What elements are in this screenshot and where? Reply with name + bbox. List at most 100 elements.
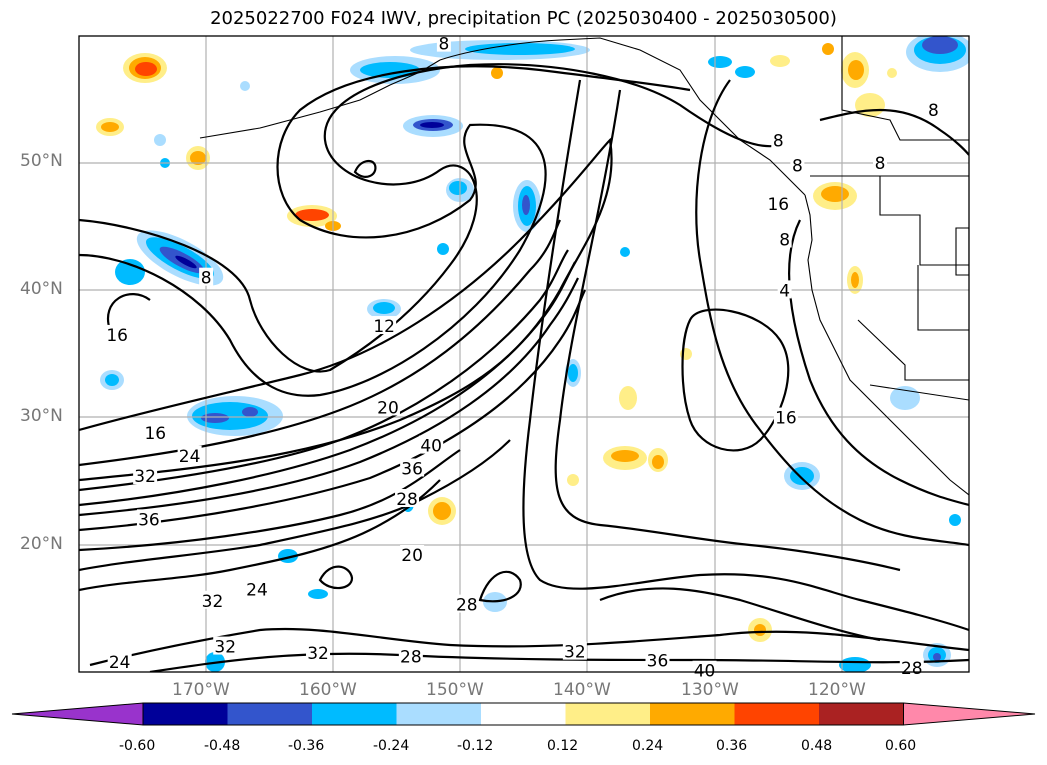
iwv-contour-line <box>318 565 354 590</box>
precip-area-positive <box>190 151 206 165</box>
contour-label-bg <box>395 489 420 508</box>
map-frame <box>78 35 970 673</box>
iwv-contour-line <box>522 79 969 632</box>
map-title: 2025022700 F024 IWV, precipitation PC (2… <box>210 8 837 29</box>
contour-label: 8 <box>438 35 449 55</box>
contour-label: 24 <box>179 447 201 467</box>
contour-label-bg <box>777 229 792 248</box>
contour-label-bg <box>375 397 400 416</box>
coastline-west-coast <box>804 194 969 496</box>
contour-label: 32 <box>307 644 329 664</box>
colorbar-tick-label: -0.24 <box>373 738 410 754</box>
gridlines <box>79 36 969 672</box>
precip-area-positive <box>848 60 864 80</box>
iwv-contour-line <box>79 439 511 572</box>
colorbar-segment <box>481 703 566 725</box>
precip-area-positive <box>567 474 579 486</box>
contour-label: 28 <box>396 490 418 510</box>
contour-label: 40 <box>420 437 442 457</box>
contour-label: 8 <box>201 269 212 289</box>
colorbar-segment <box>143 703 228 725</box>
contour-label-bg <box>372 316 397 335</box>
contour-label-bg <box>645 650 670 669</box>
precip-area-negative <box>922 36 958 54</box>
contour-label-bg <box>306 642 331 661</box>
iwv-contour-line <box>554 89 901 572</box>
colorbar-extend-high <box>903 702 1036 726</box>
iwv-contour-line <box>79 479 441 592</box>
contour-label: 16 <box>767 195 789 215</box>
colorbar-segment <box>565 703 651 725</box>
precip-area-negative <box>522 195 530 215</box>
contour-label: 28 <box>400 648 422 668</box>
precip-area-positive <box>851 272 859 288</box>
colorbar-tick-label: -0.36 <box>288 738 325 754</box>
contour-label-bg <box>400 544 425 563</box>
contour-label: 8 <box>773 131 784 151</box>
precip-area-negative <box>115 259 145 285</box>
contour-label: 20 <box>401 546 423 566</box>
colorbar-tick-label: -0.12 <box>457 738 494 754</box>
lon-tick-label: 140°W <box>553 680 611 700</box>
colorbar-segment <box>650 703 735 725</box>
colorbar-tick-label: -0.60 <box>119 738 156 754</box>
contour-label-bg <box>419 435 444 454</box>
coastline-aleutians <box>199 59 441 139</box>
contour-label-bg <box>199 267 214 286</box>
lon-tick-label: 130°W <box>681 680 739 700</box>
iwv-contour-line <box>149 652 969 672</box>
lon-tick-label: 170°W <box>172 680 230 700</box>
contour-label-bg <box>143 422 168 441</box>
contour-label: 28 <box>901 659 923 679</box>
precip-area-negative <box>308 589 328 599</box>
contour-label-bg <box>777 280 792 299</box>
precip-area-positive <box>822 43 834 55</box>
precip-area-negative <box>242 407 258 417</box>
colorbar-segment <box>396 703 482 725</box>
contour-label: 28 <box>456 596 478 616</box>
colorbar-segment <box>312 703 397 725</box>
iwv-contour-line <box>107 293 151 331</box>
border-canada <box>841 36 969 141</box>
precip-area-negative <box>175 255 197 269</box>
contour-label-bg <box>771 130 786 149</box>
precip-area-negative <box>890 386 920 410</box>
iwv-contour-line <box>599 587 881 642</box>
contour-label-bg <box>133 466 158 485</box>
contour-label: 32 <box>564 643 586 663</box>
iwv-contour-line <box>695 79 969 547</box>
contour-label-bg <box>213 636 238 655</box>
coastline-alaska <box>439 37 806 196</box>
contour-label-bg <box>177 445 202 464</box>
lon-tick-label: 160°W <box>299 680 357 700</box>
contour-label: 32 <box>134 467 156 487</box>
precip-area-negative <box>465 43 575 55</box>
state-borders <box>955 227 969 276</box>
contour-label-bg <box>873 153 887 172</box>
colorbar-tick-label: 0.48 <box>801 738 833 754</box>
precip-area-negative <box>201 413 229 423</box>
contour-label-bg <box>436 33 451 52</box>
contour-label: 24 <box>109 653 131 673</box>
precip-area-negative <box>735 66 755 78</box>
contour-label-bg <box>773 407 798 426</box>
contour-label: 20 <box>377 398 399 418</box>
precip-area-negative <box>839 657 871 672</box>
colorbar-segment <box>819 703 904 725</box>
precip-area-negative <box>240 81 250 91</box>
iwv-contour-line <box>819 108 969 156</box>
precip-area-positive <box>135 62 157 76</box>
contour-label-bg <box>136 509 161 528</box>
contour-label: 24 <box>246 580 268 600</box>
lon-tick-label: 150°W <box>426 680 484 700</box>
contour-label: 8 <box>792 157 803 177</box>
contour-label-bg <box>692 660 717 679</box>
state-borders <box>879 176 969 266</box>
contour-label-bg <box>454 594 479 613</box>
precip-area-positive <box>619 386 637 410</box>
precip-area-negative <box>154 134 166 146</box>
contour-label: 4 <box>779 281 790 301</box>
contour-label: 16 <box>775 409 797 429</box>
precip-area-negative <box>420 122 444 128</box>
